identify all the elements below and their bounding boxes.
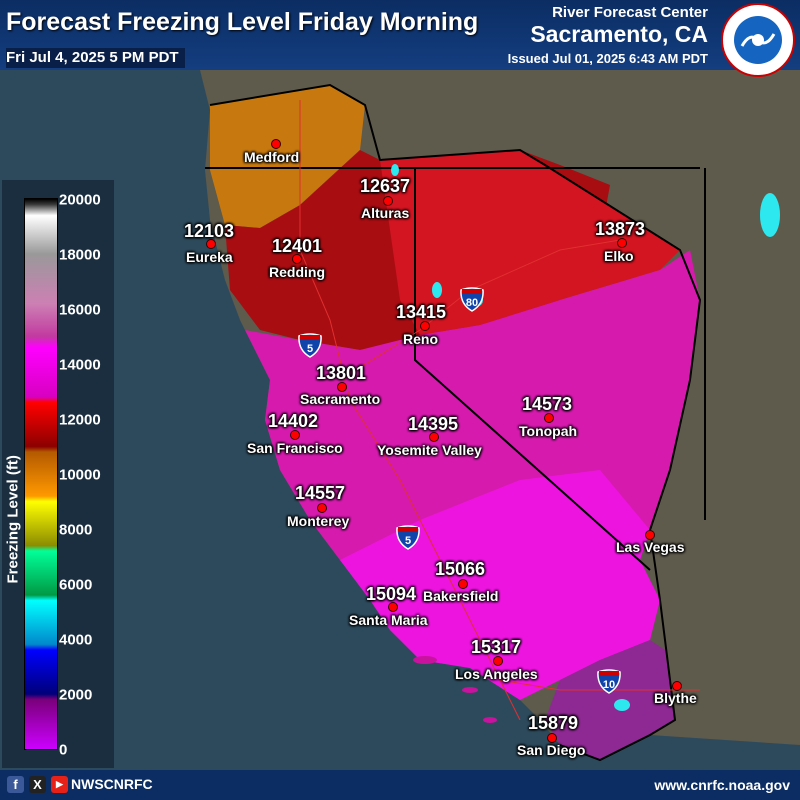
legend-tick: 12000 [59,411,101,429]
fz-orange-zone [210,85,365,228]
legend-tick: 18000 [59,246,101,264]
map-title: Forecast Freezing Level Friday Morning [6,8,479,36]
city-dot-san-francisco [290,430,300,440]
interstate-5-label: 5 [307,343,313,355]
city-name-sacramento: Sacramento [300,391,381,407]
city-name-eureka: Eureka [186,249,233,265]
city-name-bakersfield: Bakersfield [423,588,499,604]
interstate-10-label: 10 [603,679,615,691]
city-value-monterey: 14557 [295,483,346,503]
forecast-area-border [209,83,702,762]
city-dot-monterey [317,503,327,513]
city-dot-alturas [383,196,393,206]
issued-time: Issued Jul 01, 2025 6:43 AM PDT [507,51,708,66]
fz-red-zone [380,150,680,335]
legend-tick: 4000 [59,631,93,649]
city-dot-tonopah [544,413,554,423]
city-name-medford: Medford [244,149,300,165]
city-value-sacramento: 13801 [316,363,367,383]
city-dot-yosemite [429,432,439,442]
nws-logo-icon [721,3,795,77]
city-dot-los-angeles [493,656,503,666]
legend-tick: 2000 [59,686,93,704]
island [413,656,437,664]
city-value-elko: 13873 [595,219,646,239]
city-dot-redding [292,254,302,264]
city-name-blythe: Blythe [654,690,697,706]
facebook-icon[interactable]: f [7,776,24,793]
city-value-san-francisco: 14402 [268,411,319,431]
city-value-redding: 12401 [272,236,323,256]
city-name-alturas: Alturas [361,205,410,221]
city-name-san-francisco: San Francisco [247,440,343,456]
lake [760,193,780,237]
interstate-80-label: 80 [466,297,478,309]
city-value-bakersfield: 15066 [435,559,486,579]
youtube-icon[interactable]: ▶ [51,776,68,793]
highway-10-line [499,679,700,691]
lake [391,164,399,176]
city-name-redding: Redding [269,264,325,280]
fz-purple-zone [545,640,675,760]
valid-time: Fri Jul 4, 2025 5 PM PDT [6,48,185,68]
city-dot-eureka [206,239,216,249]
legend-axis-label: Freezing Level (ft) [4,455,22,584]
legend-tick: 8000 [59,521,93,539]
interstate-80-shield-icon: 80 [460,287,484,312]
legend-tick: 10000 [59,466,101,484]
city-dot-san-diego [547,733,557,743]
lake [432,282,442,298]
city-value-santa-maria: 15094 [366,584,417,604]
social-handle[interactable]: NWSCNRFC [71,776,153,792]
org-line-1: River Forecast Center [552,4,708,21]
island [462,687,478,693]
city-dot-bakersfield [458,579,468,589]
website-link[interactable]: www.cnrfc.noaa.gov [654,777,790,793]
city-dot-las-vegas [645,530,655,540]
city-name-los-angeles: Los Angeles [455,666,538,682]
legend-tick: 6000 [59,576,93,594]
city-dot-reno [420,321,430,331]
city-dot-blythe [672,681,682,691]
footer-bar [0,770,800,800]
highway-5-line [299,100,521,721]
city-name-santa-maria: Santa Maria [349,612,428,628]
city-value-reno: 13415 [396,302,447,322]
lake [614,699,630,711]
city-name-elko: Elko [604,248,634,264]
city-name-tonopah: Tonopah [519,423,578,439]
city-name-san-diego: San Diego [517,742,586,758]
city-dot-medford [271,139,281,149]
city-name-monterey: Monterey [287,513,350,529]
city-value-yosemite: 14395 [408,414,459,434]
city-value-san-diego: 15879 [528,713,579,733]
fz-pink-zone [340,470,660,700]
interstate-10-shield-icon: 10 [597,669,621,694]
legend-colorbar [24,198,58,750]
city-dot-santa-maria [388,602,398,612]
interstate-5-label: 5 [405,535,411,547]
legend-panel: Freezing Level (ft) 20000 18000 16000 14… [2,180,114,768]
city-value-alturas: 12637 [360,176,411,196]
state-border-ca-nv [414,168,651,571]
org-line-2: Sacramento, CA [530,21,708,47]
legend-tick: 14000 [59,356,101,374]
legend-tick: 16000 [59,301,101,319]
city-value-tonopah: 14573 [522,394,573,414]
city-value-eureka: 12103 [184,221,235,241]
island [483,717,497,723]
city-name-reno: Reno [403,331,438,347]
city-dot-sacramento [337,382,347,392]
legend-tick: 20000 [59,191,101,209]
city-dot-elko [617,238,627,248]
city-name-yosemite: Yosemite Valley [377,442,482,458]
interstate-5-shield-icon: 5 [396,525,420,550]
x-icon[interactable]: X [29,776,46,793]
city-name-las-vegas: Las Vegas [616,539,685,555]
interstate-5-shield-icon: 5 [298,333,322,358]
city-value-los-angeles: 15317 [471,637,522,657]
legend-tick: 0 [59,741,68,759]
